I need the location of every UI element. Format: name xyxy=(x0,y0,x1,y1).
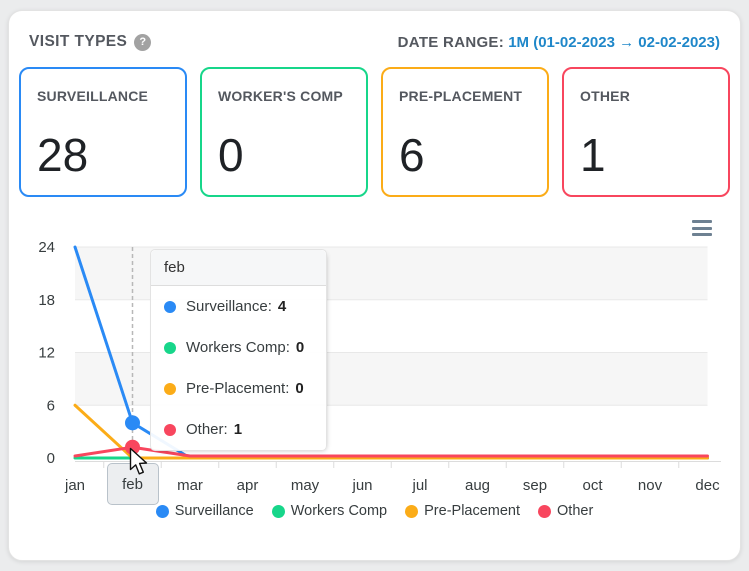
card-label: WORKER'S COMP xyxy=(218,88,343,104)
visit-types-panel: VISIT TYPES ? DATE RANGE: 1M (01-02-2023… xyxy=(8,10,741,561)
stat-cards-row: SURVEILLANCE 28 WORKER'S COMP 0 PRE-PLAC… xyxy=(19,67,730,197)
card-value: 0 xyxy=(218,129,244,181)
y-tick-label: 12 xyxy=(38,345,55,362)
tooltip-title: feb xyxy=(151,250,326,286)
card-workers-comp[interactable]: WORKER'S COMP 0 xyxy=(200,67,368,197)
legend-dot-icon xyxy=(271,504,285,518)
tooltip-row: Surveillance: 4 xyxy=(151,286,326,327)
date-range-label: DATE RANGE: xyxy=(397,33,505,51)
marker-other-feb xyxy=(125,439,140,455)
tooltip-row-label: Workers Comp: xyxy=(186,339,290,356)
x-tick-label: dec xyxy=(695,477,720,494)
panel-title: VISIT TYPES xyxy=(29,33,128,50)
tooltip-row-label: Other: xyxy=(186,421,228,438)
legend-label: Other xyxy=(557,503,594,519)
tooltip-row-label: Pre-Placement: xyxy=(186,380,290,397)
tooltip-row-value: 4 xyxy=(277,298,287,315)
tooltip-row-label: Surveillance: xyxy=(186,298,272,315)
y-tick-label: 0 xyxy=(47,450,55,467)
legend-label: Surveillance xyxy=(174,503,254,519)
card-value: 6 xyxy=(399,129,425,181)
series-dot-icon xyxy=(164,382,176,395)
line-other xyxy=(73,445,709,458)
x-tick-label: sep xyxy=(523,477,547,494)
x-axis-labels: jan feb mar apr may jun jul aug sep oct … xyxy=(64,477,720,494)
tooltip-row-value: 1 xyxy=(233,421,243,438)
y-tick-label: 6 xyxy=(47,397,55,414)
chart-tooltip: feb Surveillance: 4 Workers Comp: 0 Pre-… xyxy=(150,249,327,451)
visits-line-chart: 0 6 12 18 24 jan feb mar xyxy=(19,207,732,505)
xaxis-hover-label: feb xyxy=(106,463,159,505)
y-axis-labels: 0 6 12 18 24 xyxy=(38,239,55,467)
x-tick-label: may xyxy=(291,477,320,494)
marker-surveillance-feb xyxy=(125,415,140,431)
legend-dot-icon xyxy=(538,504,552,518)
x-tick-label: oct xyxy=(582,477,603,494)
line-pre-placement xyxy=(73,403,709,460)
help-icon[interactable]: ? xyxy=(134,33,152,51)
tooltip-row-value: 0 xyxy=(295,380,304,397)
legend-item-other[interactable]: Other xyxy=(538,503,593,519)
x-tick-label: jun xyxy=(351,477,372,494)
card-other[interactable]: OTHER 1 xyxy=(562,67,730,197)
series-dot-icon xyxy=(164,423,176,436)
series-dot-icon xyxy=(164,341,176,354)
x-tick-label: jul xyxy=(411,477,427,494)
card-label: PRE-PLACEMENT xyxy=(399,88,523,104)
panel-header: VISIT TYPES ? DATE RANGE: 1M (01-02-2023… xyxy=(29,33,720,51)
card-label: OTHER xyxy=(580,88,630,104)
date-range-value[interactable]: 1M (01-02-2023 → 02-02-2023) xyxy=(508,33,720,51)
tooltip-row-value: 0 xyxy=(295,339,305,356)
tooltip-row: Pre-Placement: 0 xyxy=(151,368,326,409)
card-label: SURVEILLANCE xyxy=(37,88,149,104)
y-tick-label: 18 xyxy=(38,292,55,309)
card-pre-placement[interactable]: PRE-PLACEMENT 6 xyxy=(381,67,549,197)
legend-item-surveillance[interactable]: Surveillance xyxy=(155,503,254,519)
x-tick-label: jan xyxy=(64,477,85,494)
chart-menu-icon[interactable] xyxy=(692,219,712,237)
legend-item-workers-comp[interactable]: Workers Comp xyxy=(271,503,388,519)
x-tick-label: aug xyxy=(465,477,490,494)
x-axis-ticks xyxy=(103,461,680,468)
tooltip-row: Other: 1 xyxy=(151,409,326,450)
card-value: 1 xyxy=(580,129,606,181)
y-tick-label: 24 xyxy=(38,239,55,256)
legend-label: Workers Comp xyxy=(290,503,388,519)
tooltip-row: Workers Comp: 0 xyxy=(151,327,326,368)
legend-item-pre-placement[interactable]: Pre-Placement xyxy=(405,503,520,519)
legend-dot-icon xyxy=(405,504,419,518)
chart-legend: Surveillance Workers Comp Pre-Placement … xyxy=(19,503,730,519)
x-tick-label: nov xyxy=(638,477,663,494)
legend-dot-icon xyxy=(155,504,169,518)
x-tick-label: apr xyxy=(237,477,259,494)
x-tick-label: mar xyxy=(177,477,203,494)
series-lines xyxy=(73,245,709,460)
chart-canvas[interactable]: 0 6 12 18 24 jan feb mar xyxy=(19,207,732,499)
legend-label: Pre-Placement xyxy=(424,503,521,519)
card-surveillance[interactable]: SURVEILLANCE 28 xyxy=(19,67,187,197)
card-value: 28 xyxy=(37,129,89,181)
series-dot-icon xyxy=(164,300,176,313)
